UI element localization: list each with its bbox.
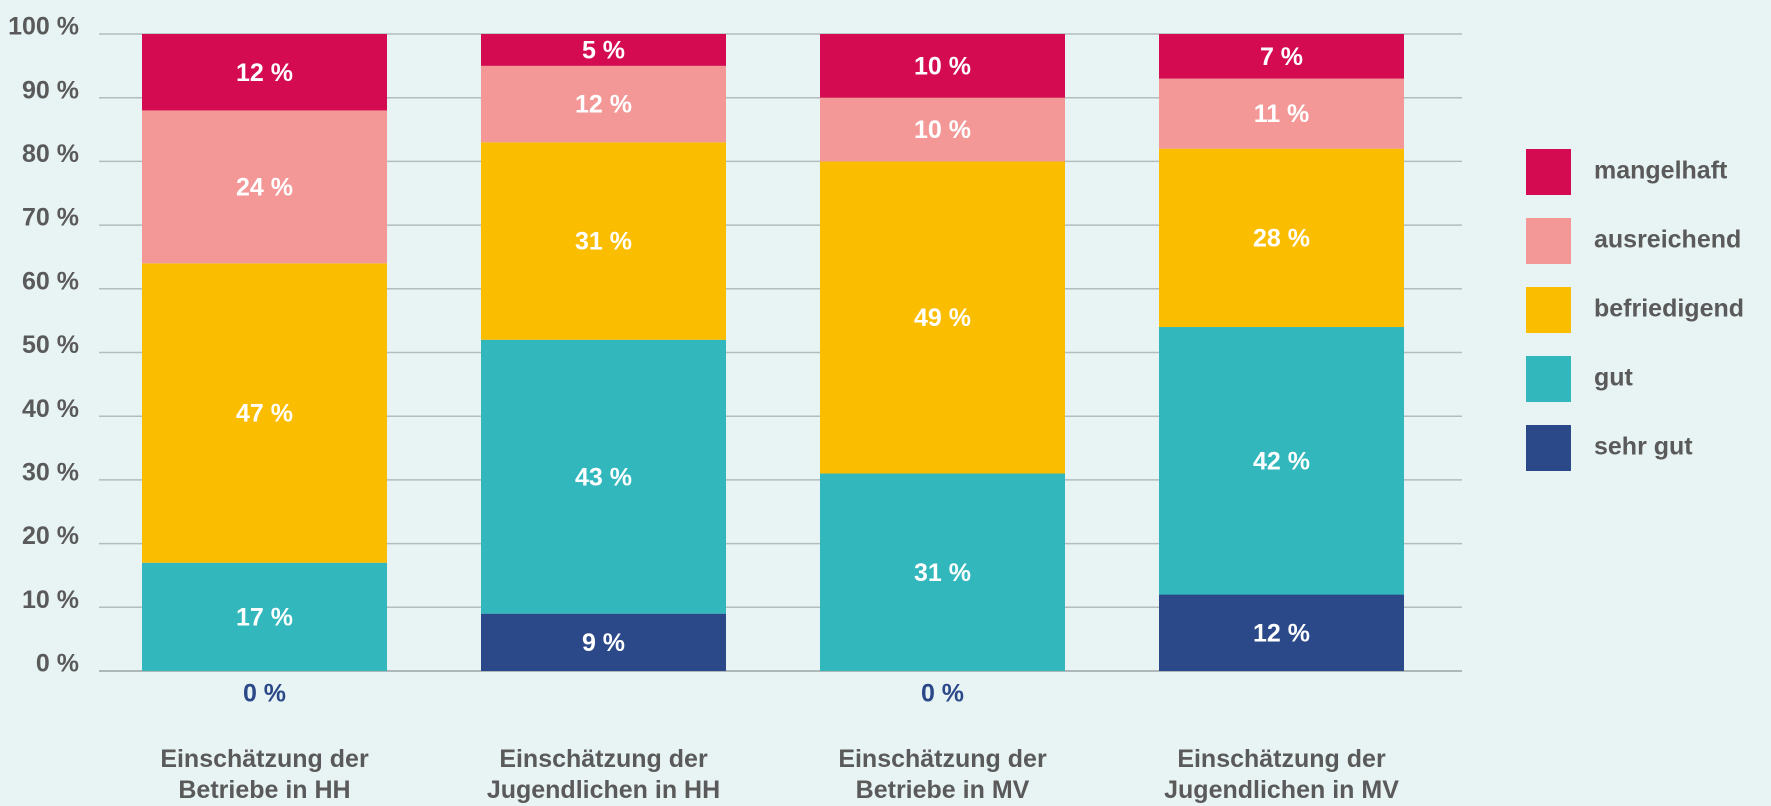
x-tick-label: Einschätzung der Betriebe in MV <box>838 745 1047 804</box>
y-tick-label: 30 % <box>22 459 79 487</box>
legend-label: ausreichend <box>1594 226 1741 254</box>
x-tick-label: Einschätzung der Betriebe in HH <box>160 745 369 804</box>
y-tick-label: 100 % <box>8 13 79 41</box>
value-label: 17 % <box>236 603 293 631</box>
x-tick-label: Einschätzung der Jugendlichen in MV <box>1164 745 1399 804</box>
bar-segment <box>820 34 1065 98</box>
y-tick-label: 40 % <box>22 395 79 423</box>
value-label: 7 % <box>1260 43 1303 71</box>
bar-segment <box>1159 594 1404 671</box>
legend-label: mangelhaft <box>1594 157 1728 185</box>
value-label: 9 % <box>582 629 625 657</box>
bar-segment <box>1159 34 1404 79</box>
y-tick-label: 60 % <box>22 267 79 295</box>
bar-segment <box>820 161 1065 474</box>
value-label: 47 % <box>236 400 293 428</box>
bar-segment <box>820 97 1065 162</box>
value-label: 42 % <box>1253 447 1310 475</box>
value-label: 12 % <box>575 91 632 119</box>
value-label: 12 % <box>1253 619 1310 647</box>
legend-swatch <box>1526 287 1571 333</box>
bar-segment <box>1159 148 1404 328</box>
bar-segment <box>142 110 387 264</box>
legend-swatch <box>1526 218 1571 264</box>
bar-segment <box>142 263 387 563</box>
bar-segment <box>481 65 726 143</box>
value-label: 12 % <box>236 59 293 87</box>
legend-label: befriedigend <box>1594 295 1744 323</box>
y-tick-label: 10 % <box>22 586 79 614</box>
x-tick-label: Einschätzung der Jugendlichen in HH <box>486 745 721 804</box>
y-tick-label: 80 % <box>22 140 79 168</box>
value-label: 10 % <box>914 116 971 144</box>
bar-segment <box>481 142 726 340</box>
value-label: 28 % <box>1253 224 1310 252</box>
y-tick-label: 90 % <box>22 76 79 104</box>
value-label: 31 % <box>914 559 971 587</box>
value-label: 31 % <box>575 228 632 256</box>
bar-segment <box>481 339 726 614</box>
bar-segment <box>1159 78 1404 149</box>
y-tick-label: 0 % <box>36 650 79 678</box>
value-label: 43 % <box>575 463 632 491</box>
y-tick-label: 70 % <box>22 204 79 232</box>
bar-segment <box>481 34 726 66</box>
bar-segment <box>142 562 387 671</box>
bar-segment <box>142 34 387 111</box>
legend-label: sehr gut <box>1594 433 1693 461</box>
value-label: 24 % <box>236 173 293 201</box>
value-label: 0 % <box>243 680 286 708</box>
legend-swatch <box>1526 425 1571 471</box>
legend-label: gut <box>1594 364 1634 392</box>
bar-segment <box>820 473 1065 671</box>
value-label: 5 % <box>582 37 625 65</box>
bar-segment <box>481 613 726 671</box>
bar-segment <box>1159 327 1404 595</box>
y-tick-label: 50 % <box>22 331 79 359</box>
legend-swatch <box>1526 149 1571 195</box>
y-tick-label: 20 % <box>22 522 79 550</box>
value-label: 0 % <box>921 680 964 708</box>
value-label: 11 % <box>1254 100 1310 128</box>
value-label: 49 % <box>914 304 971 332</box>
value-label: 10 % <box>914 52 971 80</box>
legend-swatch <box>1526 356 1571 402</box>
